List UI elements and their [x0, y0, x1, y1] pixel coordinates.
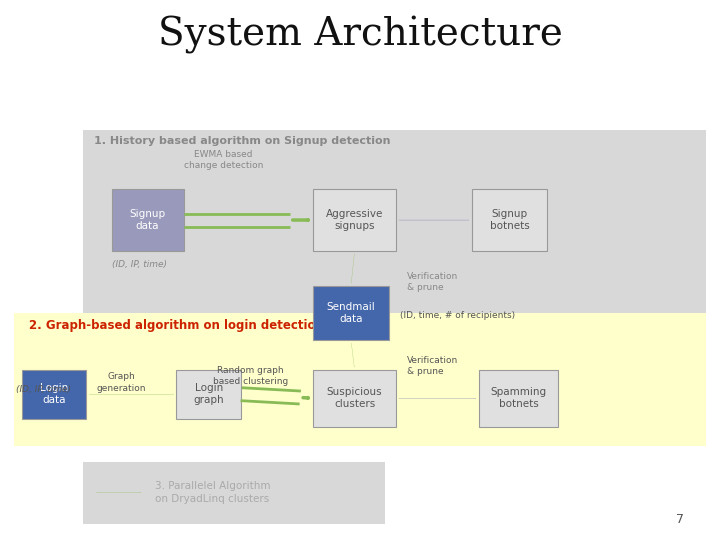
Text: Signup
botnets: Signup botnets [490, 209, 529, 231]
Text: Graph
generation: Graph generation [96, 373, 145, 393]
Text: Suspicious
clusters: Suspicious clusters [327, 387, 382, 409]
Text: 2. Graph-based algorithm on login detection: 2. Graph-based algorithm on login detect… [29, 319, 324, 332]
Text: (ID, time, # of recipients): (ID, time, # of recipients) [400, 312, 515, 320]
FancyBboxPatch shape [176, 370, 241, 418]
Text: 3. Parallelel Algorithm
on DryadLinq clusters: 3. Parallelel Algorithm on DryadLinq clu… [155, 481, 270, 504]
FancyBboxPatch shape [83, 462, 385, 524]
FancyBboxPatch shape [83, 130, 706, 316]
FancyBboxPatch shape [472, 189, 547, 251]
FancyBboxPatch shape [313, 189, 396, 251]
Text: Signup
data: Signup data [130, 209, 166, 231]
Text: Verification
& prune: Verification & prune [407, 356, 458, 376]
Text: Verification
& prune: Verification & prune [407, 272, 458, 292]
FancyBboxPatch shape [112, 189, 184, 251]
Text: Random graph
based clustering: Random graph based clustering [213, 366, 288, 386]
FancyBboxPatch shape [22, 370, 86, 418]
FancyBboxPatch shape [14, 313, 706, 446]
FancyBboxPatch shape [313, 286, 389, 340]
Text: 7: 7 [676, 513, 685, 526]
Text: Login
data: Login data [40, 383, 68, 406]
Text: 1. History based algorithm on Signup detection: 1. History based algorithm on Signup det… [94, 137, 390, 146]
Text: System Architecture: System Architecture [158, 16, 562, 54]
FancyBboxPatch shape [479, 370, 558, 427]
Text: (ID, IP, time): (ID, IP, time) [16, 386, 71, 394]
Text: (ID, IP, time): (ID, IP, time) [112, 260, 166, 269]
Text: Sendmail
data: Sendmail data [327, 302, 375, 325]
Text: Spamming
botnets: Spamming botnets [490, 387, 546, 409]
Text: Login
graph: Login graph [194, 383, 224, 406]
FancyBboxPatch shape [313, 370, 396, 427]
Text: Aggressive
signups: Aggressive signups [326, 209, 383, 231]
Text: EWMA based
change detection: EWMA based change detection [184, 150, 263, 170]
